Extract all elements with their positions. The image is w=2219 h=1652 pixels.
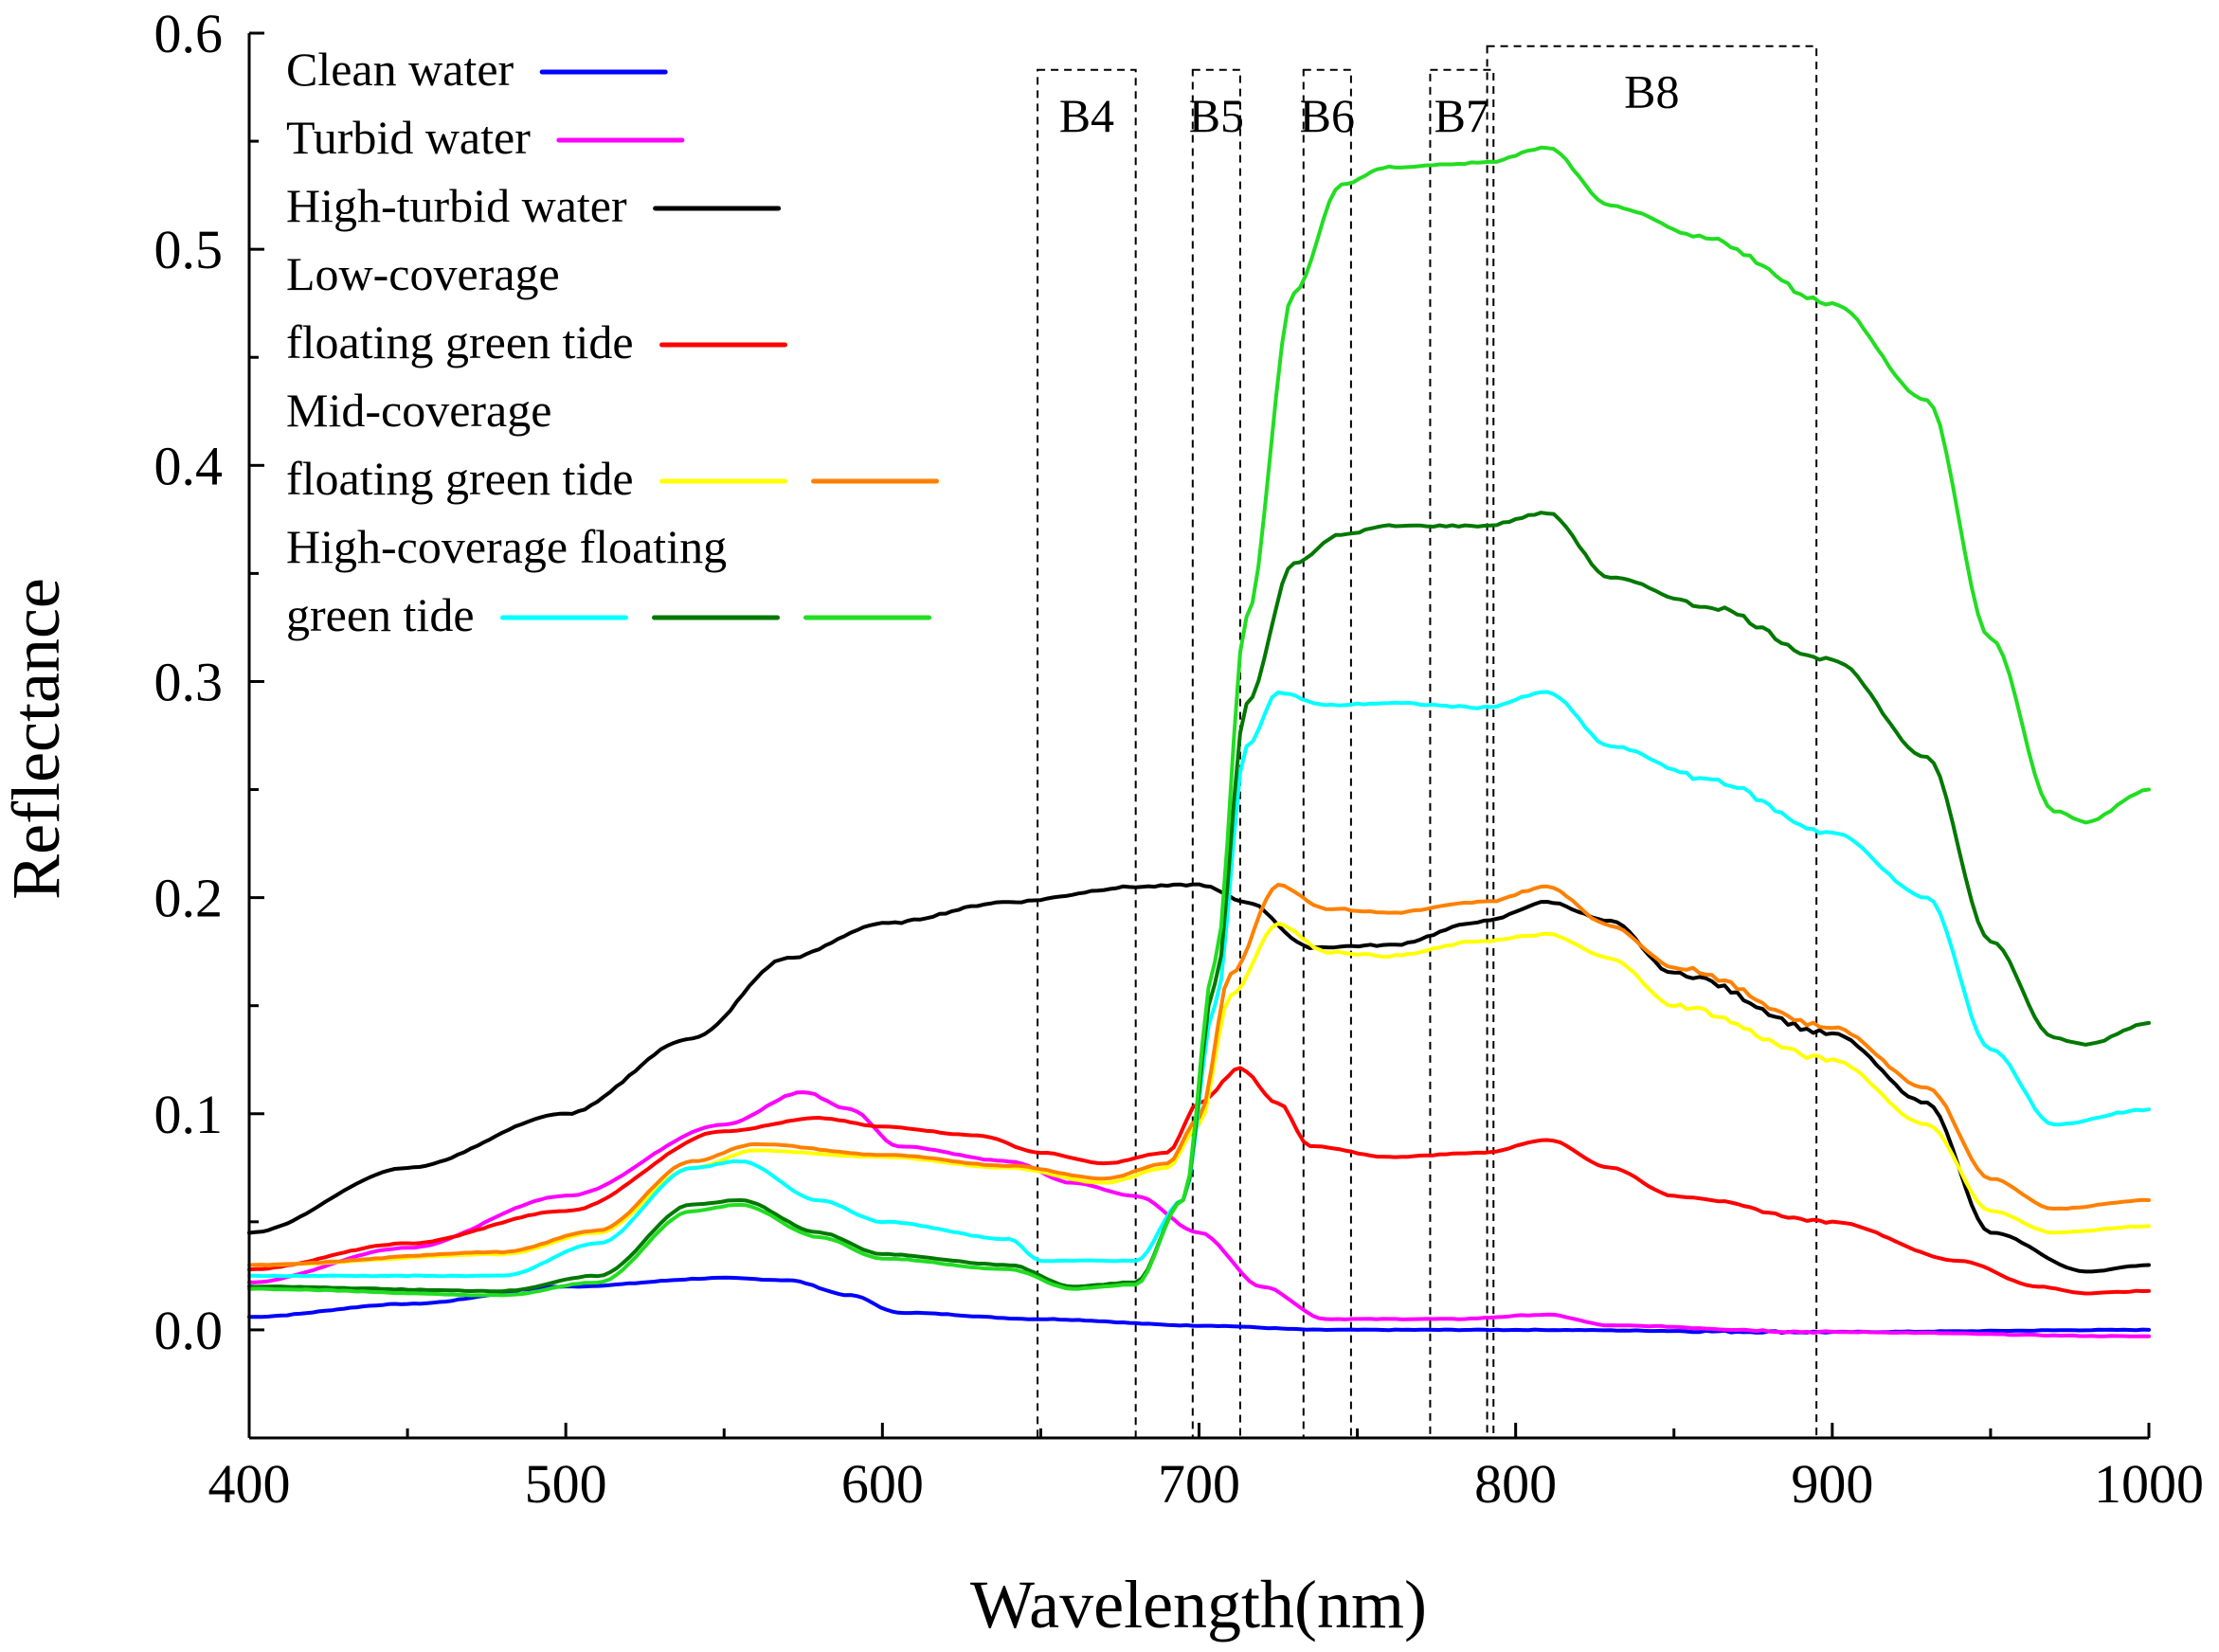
band-group: B4 B5 B6 B7 B8 xyxy=(1037,45,1818,1440)
band-b6-label: B6 xyxy=(1300,89,1355,142)
x-tick-label: 800 xyxy=(1474,1453,1557,1515)
x-axis-title: Wavelength(nm) xyxy=(970,1567,1427,1643)
legend-label: High-turbid water xyxy=(286,179,627,232)
band-b5-label: B5 xyxy=(1189,89,1244,142)
tick-group: 400 500 600 700 800 900 1000 0.0 0.1 0.2 0.3 0.4 0.5… xyxy=(154,3,2205,1515)
x-tick-label: 900 xyxy=(1791,1453,1873,1515)
legend-label: floating green tide xyxy=(286,315,634,368)
series-line-3 xyxy=(247,882,2151,1274)
band-b6-box xyxy=(1302,68,1352,1440)
y-tick-label: 0.1 xyxy=(154,1084,224,1145)
legend-label: High-coverage floating xyxy=(286,520,727,573)
y-tick-label: 0.5 xyxy=(154,219,224,280)
legend-label: Low-coverage xyxy=(286,247,560,300)
legend-label: Mid-coverage xyxy=(286,384,551,437)
y-tick-label: 0.2 xyxy=(154,868,224,929)
x-tick-label: 400 xyxy=(208,1453,291,1515)
x-tick-label: 600 xyxy=(841,1453,924,1515)
x-tick-label: 700 xyxy=(1158,1453,1240,1515)
band-b8-label: B8 xyxy=(1624,65,1679,118)
series-line-2 xyxy=(247,1090,2151,1338)
series-line-6 xyxy=(247,883,2151,1267)
series-line-7 xyxy=(247,690,2151,1279)
y-tick-label: 0.3 xyxy=(154,651,224,712)
legend-label: Turbid water xyxy=(286,111,531,164)
series-line-5 xyxy=(247,922,2151,1267)
y-tick-label: 0.6 xyxy=(154,3,224,64)
legend: Clean water Turbid water High-turbid water… xyxy=(286,43,940,641)
band-b4-box xyxy=(1037,68,1137,1440)
x-tick-label: 1000 xyxy=(2094,1453,2204,1515)
legend-label: floating green tide xyxy=(286,452,634,505)
series-line-9 xyxy=(247,145,2151,1298)
band-b8-box xyxy=(1486,45,1818,1440)
series-group xyxy=(247,145,2151,1338)
band-b7-box xyxy=(1429,68,1495,1440)
band-b4-label: B4 xyxy=(1059,89,1114,142)
y-tick-label: 0.0 xyxy=(154,1300,224,1361)
legend-label: Clean water xyxy=(286,43,514,96)
band-b7-label: B7 xyxy=(1434,89,1489,142)
x-tick-label: 500 xyxy=(525,1453,607,1515)
series-line-8 xyxy=(247,511,2151,1294)
legend-label: green tide xyxy=(286,588,475,641)
y-tick-label: 0.4 xyxy=(154,435,224,496)
y-axis-title: Reflectance xyxy=(0,578,74,900)
